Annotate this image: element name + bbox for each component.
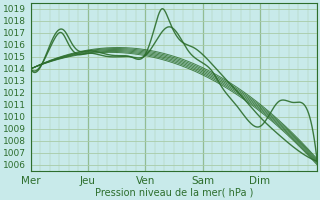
X-axis label: Pression niveau de la mer( hPa ): Pression niveau de la mer( hPa ) xyxy=(95,187,253,197)
